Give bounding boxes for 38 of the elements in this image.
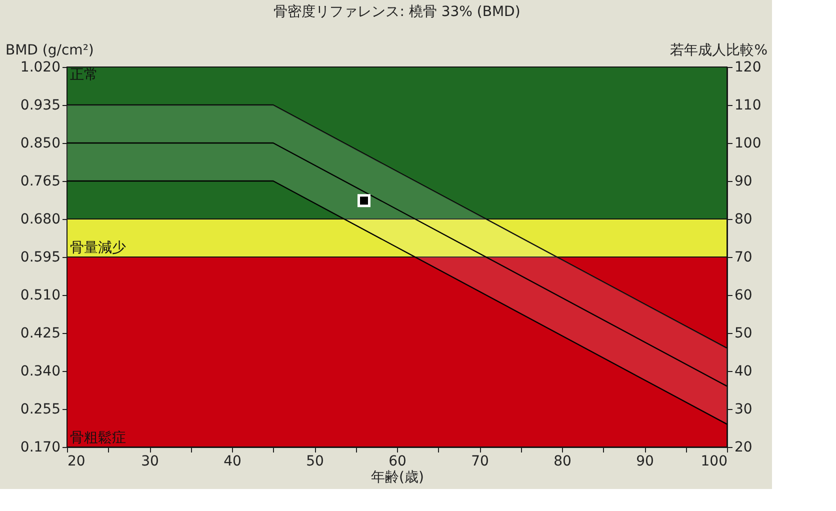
y-tick-label: 0.765 <box>20 174 60 190</box>
y2-tick-label: 80 <box>734 212 752 228</box>
x-tick-label: 100 <box>700 454 728 470</box>
x-axis-title: 年齢(歳) <box>371 470 424 486</box>
y-tick-label: 0.510 <box>20 288 60 304</box>
y-tick-label: 0.680 <box>20 212 60 228</box>
y-tick-label: 0.170 <box>20 440 60 456</box>
y-tick-label: 0.340 <box>20 364 60 380</box>
x-tick-label: 30 <box>141 454 159 470</box>
y-tick-label: 0.425 <box>20 326 60 342</box>
x-tick-label: 80 <box>554 454 572 470</box>
y2-tick-label: 70 <box>734 250 752 266</box>
y-tick-label: 0.595 <box>20 250 60 266</box>
y-tick-label: 0.935 <box>20 98 60 114</box>
band-label: 正常 <box>70 67 98 83</box>
y2-tick-label: 60 <box>734 288 752 304</box>
y-axis-title: BMD (g/cm²) <box>6 42 94 58</box>
x-tick-label: 20 <box>68 454 86 470</box>
y2-tick-label: 30 <box>734 402 752 418</box>
x-tick-label: 40 <box>224 454 242 470</box>
y2-tick-label: 100 <box>734 136 762 152</box>
chart-title: 骨密度リファレンス: 橈骨 33% (BMD) <box>274 4 520 20</box>
x-tick-label: 50 <box>306 454 324 470</box>
band-label: 骨粗鬆症 <box>70 430 126 446</box>
x-tick-label: 90 <box>636 454 654 470</box>
y-tick-label: 1.020 <box>20 60 60 76</box>
y2-tick-label: 110 <box>734 98 762 114</box>
band-label: 骨量減少 <box>70 240 126 256</box>
y2-tick-label: 90 <box>734 174 752 190</box>
x-tick-label: 60 <box>388 454 406 470</box>
y2-tick-label: 40 <box>734 364 752 380</box>
y-tick-label: 0.255 <box>20 402 60 418</box>
y2-tick-label: 20 <box>734 440 752 456</box>
y2-tick-label: 120 <box>734 60 762 76</box>
x-tick-label: 70 <box>471 454 489 470</box>
y-tick-label: 0.850 <box>20 136 60 152</box>
y2-axis-title: 若年成人比較% <box>670 42 768 58</box>
y2-tick-label: 50 <box>734 326 752 342</box>
